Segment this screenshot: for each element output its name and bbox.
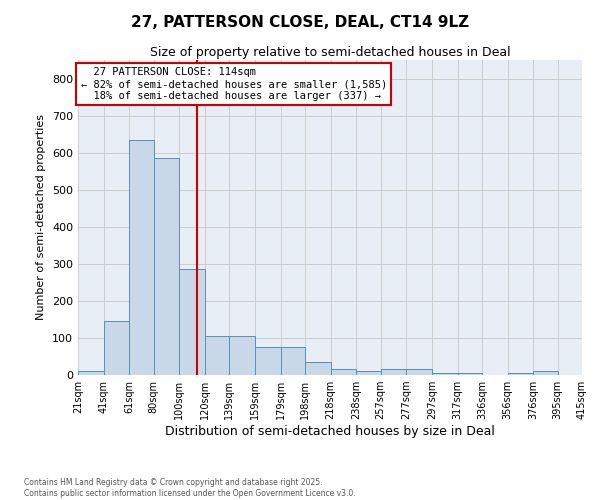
Bar xyxy=(129,140,154,375)
Bar xyxy=(229,336,255,375)
Bar xyxy=(154,158,179,375)
Bar xyxy=(533,372,557,375)
Bar xyxy=(458,373,482,375)
X-axis label: Distribution of semi-detached houses by size in Deal: Distribution of semi-detached houses by … xyxy=(165,425,495,438)
Bar xyxy=(331,370,356,375)
Bar xyxy=(104,322,129,375)
Text: 27 PATTERSON CLOSE: 114sqm
← 82% of semi-detached houses are smaller (1,585)
  1: 27 PATTERSON CLOSE: 114sqm ← 82% of semi… xyxy=(80,68,387,100)
Bar xyxy=(305,362,331,375)
Text: Contains HM Land Registry data © Crown copyright and database right 2025.
Contai: Contains HM Land Registry data © Crown c… xyxy=(24,478,356,498)
Bar xyxy=(205,336,229,375)
Bar xyxy=(255,347,281,375)
Bar xyxy=(380,370,406,375)
Bar xyxy=(432,373,458,375)
Y-axis label: Number of semi-detached properties: Number of semi-detached properties xyxy=(37,114,46,320)
Title: Size of property relative to semi-detached houses in Deal: Size of property relative to semi-detach… xyxy=(149,46,511,59)
Text: 27, PATTERSON CLOSE, DEAL, CT14 9LZ: 27, PATTERSON CLOSE, DEAL, CT14 9LZ xyxy=(131,15,469,30)
Bar xyxy=(406,370,432,375)
Bar xyxy=(78,372,104,375)
Bar xyxy=(281,347,305,375)
Bar xyxy=(356,372,380,375)
Bar xyxy=(508,373,533,375)
Bar xyxy=(179,270,205,375)
